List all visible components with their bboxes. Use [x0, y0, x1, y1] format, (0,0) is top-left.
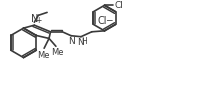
Text: N: N	[31, 14, 38, 24]
Text: +: +	[35, 16, 42, 25]
Text: Me: Me	[52, 48, 64, 57]
Text: Cl: Cl	[97, 16, 107, 26]
Text: −: −	[105, 15, 112, 24]
Text: Cl: Cl	[114, 1, 123, 10]
Text: N: N	[68, 37, 75, 46]
Text: Me: Me	[37, 51, 49, 60]
Text: N: N	[77, 38, 84, 47]
Text: H: H	[81, 37, 87, 46]
